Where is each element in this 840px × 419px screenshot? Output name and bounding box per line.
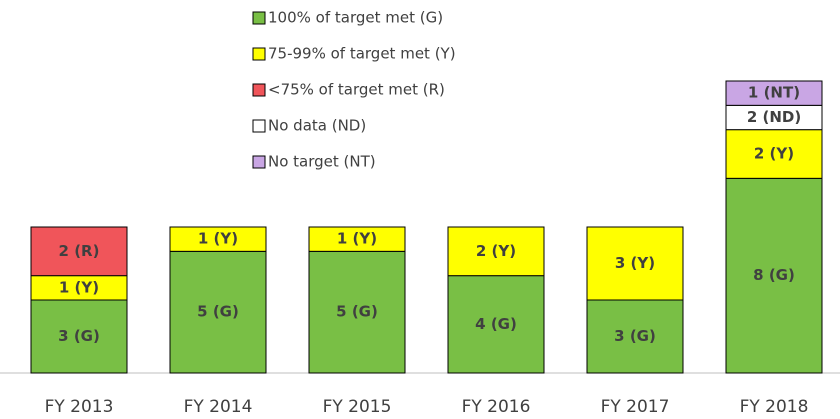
data-label: 3 (Y) bbox=[615, 254, 655, 272]
data-label: 5 (G) bbox=[197, 303, 239, 321]
bar-segment bbox=[169, 226, 267, 252]
bar-segment bbox=[725, 80, 823, 106]
data-label: 2 (Y) bbox=[754, 145, 794, 163]
bar-segment bbox=[447, 275, 545, 374]
data-label: 8 (G) bbox=[753, 266, 795, 284]
bar-segment bbox=[725, 129, 823, 179]
data-label: 3 (G) bbox=[58, 327, 100, 345]
bar-segment bbox=[308, 250, 406, 374]
data-label: 1 (Y) bbox=[59, 278, 99, 296]
x-tick-label: FY 2017 bbox=[601, 397, 670, 417]
x-tick-label: FY 2014 bbox=[184, 397, 253, 417]
bar-segment bbox=[30, 226, 128, 277]
legend-swatch bbox=[252, 47, 266, 61]
data-label: 2 (ND) bbox=[747, 108, 801, 126]
legend-label: 100% of target met (G) bbox=[268, 9, 443, 27]
bar-segment bbox=[30, 299, 128, 374]
legend-label: 75-99% of target met (Y) bbox=[268, 45, 456, 63]
bar-segment bbox=[447, 226, 545, 277]
bar-segment bbox=[169, 250, 267, 374]
x-tick-label: FY 2018 bbox=[740, 397, 809, 417]
x-tick-label: FY 2016 bbox=[462, 397, 531, 417]
bar-segment bbox=[586, 226, 684, 301]
legend-swatch bbox=[252, 119, 266, 133]
bar-segment bbox=[725, 177, 823, 374]
data-label: 3 (G) bbox=[614, 327, 656, 345]
legend-swatch bbox=[252, 83, 266, 97]
data-label: 1 (Y) bbox=[198, 230, 238, 248]
legend-swatch bbox=[252, 11, 266, 25]
bar-segment bbox=[725, 104, 823, 131]
data-label: 1 (Y) bbox=[337, 230, 377, 248]
bar-segment bbox=[30, 275, 128, 301]
data-label: 4 (G) bbox=[475, 315, 517, 333]
x-tick-label: FY 2015 bbox=[323, 397, 392, 417]
data-label: 2 (Y) bbox=[476, 242, 516, 260]
x-tick-label: FY 2013 bbox=[45, 397, 114, 417]
bar-segment bbox=[586, 299, 684, 374]
legend-label: No target (NT) bbox=[268, 153, 376, 171]
data-label: 5 (G) bbox=[336, 303, 378, 321]
legend-label: <75% of target met (R) bbox=[268, 81, 445, 99]
legend-swatch bbox=[252, 155, 266, 169]
bar-segment bbox=[308, 226, 406, 252]
data-label: 2 (R) bbox=[59, 242, 100, 260]
data-label: 1 (NT) bbox=[748, 84, 800, 102]
legend-label: No data (ND) bbox=[268, 117, 366, 135]
